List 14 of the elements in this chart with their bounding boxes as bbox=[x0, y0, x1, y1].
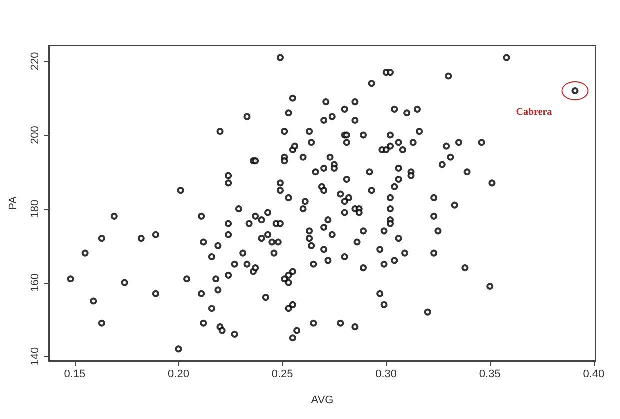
x-tick-label: 0.35 bbox=[479, 368, 501, 380]
x-tick-label: 0.40 bbox=[583, 368, 605, 380]
y-tick-label: 140 bbox=[30, 347, 42, 366]
x-tick-label: 0.20 bbox=[168, 368, 190, 380]
annotation: Cabrera bbox=[516, 107, 552, 118]
y-tick-label: 160 bbox=[30, 274, 42, 292]
y-tick-label: 200 bbox=[30, 126, 42, 144]
x-tick-label: 0.15 bbox=[64, 368, 86, 380]
x-tick-label: 0.30 bbox=[376, 368, 398, 380]
y-axis-title: PA bbox=[8, 196, 20, 210]
x-axis-title: AVG bbox=[311, 394, 334, 406]
y-tick-label: 180 bbox=[30, 200, 42, 218]
y-tick-label: 220 bbox=[30, 52, 42, 71]
x-tick-label: 0.25 bbox=[272, 368, 294, 380]
